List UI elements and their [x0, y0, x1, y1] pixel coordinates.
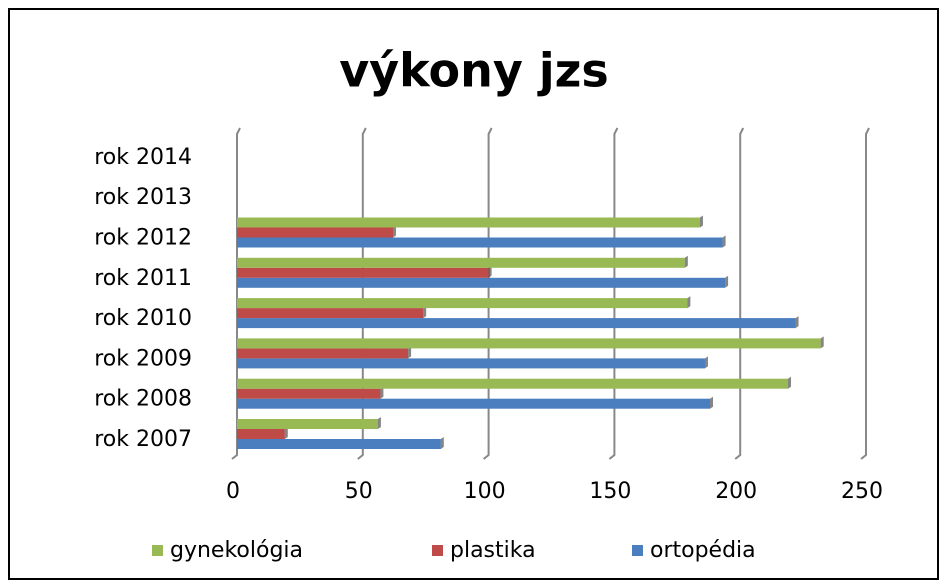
x-tick-label: 150	[589, 479, 631, 504]
grid-line	[357, 127, 367, 460]
y-tick-label: rok 2012	[94, 226, 192, 251]
grid-line	[734, 127, 745, 460]
bar	[237, 346, 412, 359]
x-tick-label: 50	[345, 479, 373, 504]
bar	[237, 235, 726, 248]
bar	[237, 437, 444, 449]
chart-title: výkony jzs	[339, 44, 609, 98]
bar	[237, 376, 792, 389]
y-tick-label: rok 2007	[94, 427, 192, 452]
bar	[237, 225, 396, 238]
grid-line	[860, 127, 870, 460]
bar	[237, 275, 729, 288]
bar	[237, 306, 427, 319]
y-tick-label: rok 2008	[94, 387, 192, 412]
bar	[237, 296, 691, 309]
bar	[237, 255, 688, 268]
legend-label: ortopédia	[650, 538, 756, 563]
bar	[237, 427, 288, 439]
y-tick-label: rok 2014	[94, 145, 192, 170]
bar	[237, 316, 799, 329]
x-tick-label: 250	[841, 479, 883, 504]
y-tick-label: rok 2009	[94, 346, 192, 371]
legend-label: gynekológia	[170, 538, 303, 563]
frame	[8, 8, 939, 580]
legend-swatch	[432, 545, 443, 556]
bar	[237, 386, 384, 399]
legend-swatch	[632, 545, 643, 556]
y-tick-label: rok 2011	[94, 266, 192, 291]
bar	[237, 215, 703, 228]
x-tick-label: 200	[715, 479, 757, 504]
bar	[237, 265, 492, 278]
x-tick-label: 100	[464, 479, 506, 504]
bar	[237, 417, 381, 429]
legend-swatch	[152, 545, 163, 556]
bar	[237, 396, 714, 409]
y-tick-label: rok 2013	[94, 185, 192, 210]
grid-line	[608, 127, 619, 460]
bar	[237, 336, 824, 349]
grid-line	[231, 127, 241, 460]
y-tick-label: rok 2010	[94, 306, 192, 331]
bar	[237, 356, 708, 369]
x-tick-label: 0	[226, 479, 240, 504]
legend-label: plastika	[450, 538, 536, 563]
grid-line	[482, 127, 493, 460]
